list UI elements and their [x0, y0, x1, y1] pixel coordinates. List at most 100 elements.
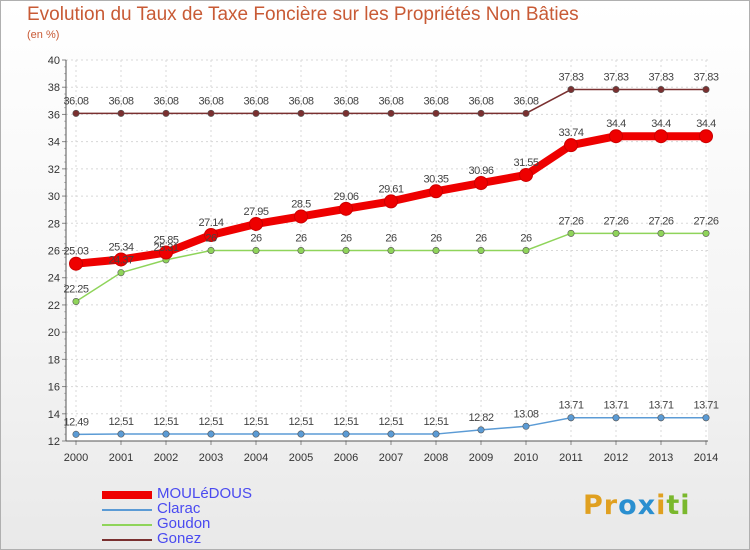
data-point-clarac	[252, 430, 260, 438]
data-label-moul-dous: 27.14	[198, 217, 223, 229]
data-point-goudon	[522, 247, 530, 255]
chart-unit-label: (en %)	[27, 29, 60, 41]
data-point-clarac	[297, 430, 305, 438]
y-tick-label: 18	[48, 354, 60, 366]
data-label-moul-dous: 30.96	[468, 165, 493, 177]
data-point-goudon	[612, 229, 620, 237]
data-point-moul-dous	[564, 138, 578, 153]
legend-swatch	[102, 491, 152, 499]
data-label-clarac: 13.71	[558, 400, 583, 412]
data-label-gonez: 37.83	[648, 72, 673, 84]
x-tick-label: 2008	[424, 452, 448, 464]
data-point-goudon	[567, 229, 575, 237]
data-label-goudon: 27.26	[603, 215, 628, 227]
data-label-goudon: 26	[340, 233, 352, 245]
data-label-goudon: 26	[205, 233, 217, 245]
data-label-moul-dous: 25.34	[108, 241, 133, 253]
logo-letter: P	[583, 490, 604, 521]
x-tick-label: 2014	[694, 452, 718, 464]
data-label-moul-dous: 25.03	[63, 246, 88, 258]
data-point-moul-dous	[609, 129, 623, 144]
data-point-moul-dous	[294, 209, 308, 224]
data-point-goudon	[702, 229, 710, 237]
data-point-goudon	[72, 298, 80, 306]
legend-swatch	[102, 539, 152, 541]
data-label-goudon: 25.31	[153, 242, 178, 254]
logo-letter: t	[666, 490, 681, 521]
x-tick-label: 2011	[559, 452, 583, 464]
data-point-gonez	[207, 109, 215, 117]
data-label-moul-dous: 34.4	[696, 118, 716, 130]
y-tick-label: 34	[48, 137, 60, 149]
data-label-moul-dous: 25.85	[153, 235, 178, 247]
data-point-goudon	[477, 247, 485, 255]
y-tick-label: 36	[48, 109, 60, 121]
data-label-clarac: 12.51	[108, 416, 133, 428]
data-point-gonez	[432, 109, 440, 117]
data-point-goudon	[432, 247, 440, 255]
data-label-moul-dous: 27.95	[243, 206, 268, 218]
legend-swatch	[102, 524, 152, 526]
data-label-goudon: 26	[385, 233, 397, 245]
data-label-clarac: 13.71	[648, 400, 673, 412]
data-label-gonez: 37.83	[558, 72, 583, 84]
data-point-clarac	[207, 430, 215, 438]
data-label-goudon: 22.25	[63, 284, 88, 296]
legend-label: Clarac	[157, 500, 201, 517]
data-point-clarac	[522, 422, 530, 430]
data-label-moul-dous: 29.61	[378, 183, 403, 195]
legend-label: MOULéDOUS	[157, 485, 253, 502]
data-point-clarac	[432, 430, 440, 438]
data-point-goudon	[252, 247, 260, 255]
y-tick-label: 24	[48, 273, 60, 285]
data-label-clarac: 12.51	[288, 416, 313, 428]
data-label-moul-dous: 31.55	[513, 157, 538, 169]
data-label-moul-dous: 34.4	[606, 118, 626, 130]
x-tick-label: 2012	[604, 452, 628, 464]
data-label-gonez: 36.08	[153, 95, 178, 107]
data-label-gonez: 36.08	[468, 95, 493, 107]
data-point-clarac	[342, 430, 350, 438]
data-point-clarac	[657, 414, 665, 422]
data-label-moul-dous: 30.35	[423, 173, 448, 185]
data-label-gonez: 36.08	[108, 95, 133, 107]
data-point-moul-dous	[204, 227, 218, 242]
y-tick-label: 38	[48, 82, 60, 94]
x-tick-label: 2000	[64, 452, 88, 464]
x-tick-label: 2003	[199, 452, 223, 464]
data-label-clarac: 12.49	[63, 416, 88, 428]
data-point-moul-dous	[114, 252, 128, 267]
data-label-goudon: 24.37	[108, 255, 133, 267]
legend-label: Gonez	[157, 530, 202, 547]
data-point-goudon	[117, 269, 125, 277]
data-point-moul-dous	[699, 129, 713, 144]
data-point-clarac	[117, 430, 125, 438]
data-point-moul-dous	[249, 216, 263, 231]
data-point-moul-dous	[429, 184, 443, 199]
data-label-clarac: 12.51	[243, 416, 268, 428]
data-point-moul-dous	[384, 194, 398, 209]
data-point-goudon	[342, 247, 350, 255]
data-point-moul-dous	[654, 129, 668, 144]
x-tick-label: 2013	[649, 452, 673, 464]
x-tick-label: 2001	[109, 452, 133, 464]
data-point-clarac	[477, 426, 485, 434]
data-point-gonez	[72, 109, 80, 117]
data-label-goudon: 26	[295, 233, 307, 245]
data-label-moul-dous: 33.74	[558, 127, 583, 139]
y-tick-label: 30	[48, 191, 60, 203]
data-point-moul-dous	[159, 245, 173, 260]
legend-swatch	[102, 509, 152, 511]
data-point-moul-dous	[69, 256, 83, 271]
data-label-clarac: 13.08	[513, 408, 538, 420]
data-point-moul-dous	[339, 201, 353, 216]
y-tick-label: 26	[48, 246, 60, 258]
data-label-moul-dous: 28.5	[291, 198, 311, 210]
data-label-gonez: 37.83	[693, 72, 718, 84]
data-point-moul-dous	[519, 167, 533, 182]
data-label-clarac: 13.71	[693, 400, 718, 412]
data-label-clarac: 12.51	[423, 416, 448, 428]
data-label-gonez: 36.08	[423, 95, 448, 107]
y-tick-label: 12	[48, 436, 60, 448]
